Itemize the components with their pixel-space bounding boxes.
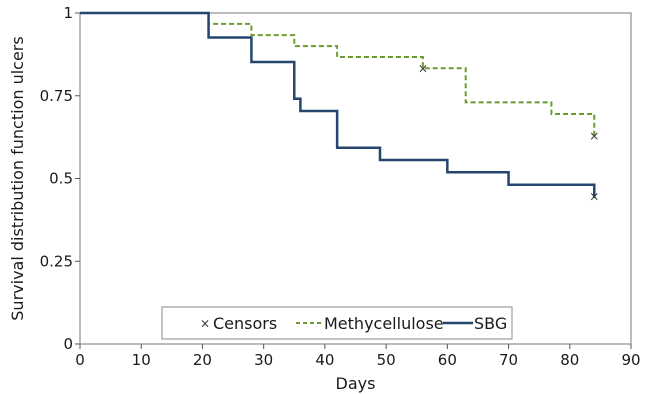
x-tick-label: 70 <box>499 351 518 369</box>
legend: × Censors Methycellulose SBG <box>161 306 513 340</box>
x-tick-label: 10 <box>132 351 151 369</box>
axes <box>79 12 632 345</box>
plot-frame <box>79 12 632 345</box>
legend-label-methycellulose: Methycellulose <box>324 314 444 333</box>
legend-censor-symbol: × <box>200 317 210 331</box>
censor-marker: × <box>418 61 428 75</box>
x-tick-label: 60 <box>438 351 457 369</box>
x-tick-label: 30 <box>254 351 273 369</box>
y-tick-label: 1 <box>63 4 73 22</box>
censor-marker: × <box>589 129 599 143</box>
x-tick-label: 50 <box>377 351 396 369</box>
censor-layer: × × × <box>418 61 599 203</box>
x-axis-title: Days <box>336 374 376 393</box>
series-line-sbg <box>80 11 596 198</box>
series-layer <box>80 11 596 198</box>
x-tick-label: 80 <box>560 351 579 369</box>
x-tick-label: 40 <box>315 351 334 369</box>
legend-label-sbg: SBG <box>474 314 507 333</box>
x-tick-label: 90 <box>621 351 640 369</box>
x-tick-label: 0 <box>75 351 85 369</box>
y-tick-label: 0.5 <box>49 170 73 188</box>
legend-label-censors: Censors <box>213 314 277 333</box>
x-tick-label: 20 <box>193 351 212 369</box>
y-tick-label: 0.75 <box>40 87 73 105</box>
censor-marker: × <box>589 190 599 204</box>
y-axis-title: Survival distribution function ulcers <box>8 36 27 320</box>
y-tick-label: 0.25 <box>40 252 73 270</box>
y-tick-label: 0 <box>63 335 73 353</box>
ticks: 0 10 20 30 40 50 60 70 80 90 0 0.25 0.5 0.75 1 <box>40 4 641 369</box>
series-line-methycellulose <box>80 12 596 138</box>
